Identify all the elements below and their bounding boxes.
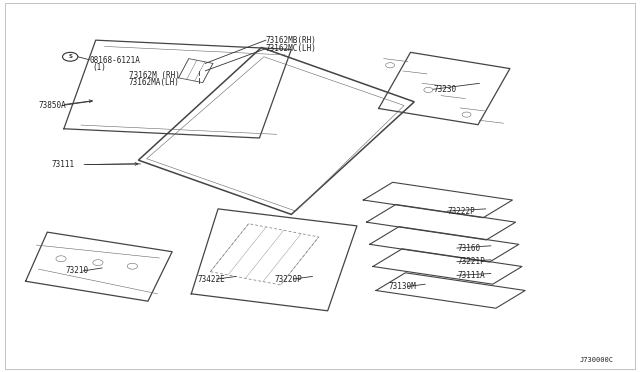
Text: 73162MA(LH): 73162MA(LH) (129, 78, 180, 87)
Text: 73221P: 73221P (457, 257, 484, 266)
Text: 73210: 73210 (65, 266, 88, 275)
Text: 73162MB(RH): 73162MB(RH) (266, 36, 317, 45)
Text: 73222P: 73222P (447, 206, 475, 216)
Text: 73130M: 73130M (389, 282, 417, 291)
Text: S: S (68, 54, 72, 59)
Text: 73220P: 73220P (274, 275, 302, 283)
Text: J730000C: J730000C (579, 357, 613, 363)
Text: 73162MC(LH): 73162MC(LH) (266, 44, 317, 53)
Text: 73850A: 73850A (38, 101, 66, 110)
Text: 73111A: 73111A (457, 271, 484, 280)
Text: 73162M (RH): 73162M (RH) (129, 71, 180, 80)
Text: 73111: 73111 (51, 160, 74, 169)
Text: 73230: 73230 (433, 85, 456, 94)
Text: (1): (1) (93, 63, 106, 72)
Text: 08168-6121A: 08168-6121A (90, 56, 140, 65)
Text: 73422E: 73422E (198, 275, 225, 283)
Text: 73160: 73160 (457, 244, 480, 253)
